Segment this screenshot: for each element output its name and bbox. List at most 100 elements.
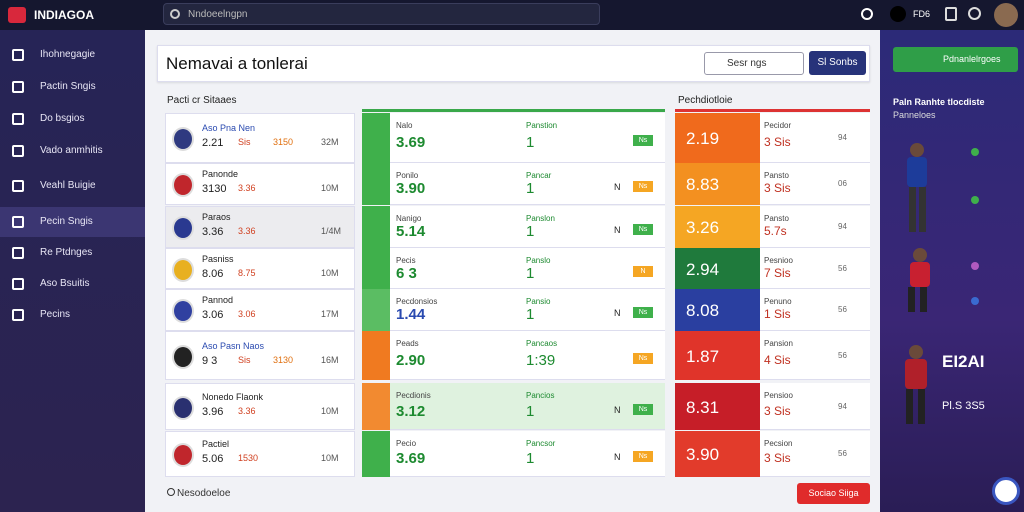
price-label: Pecidor [764, 121, 792, 130]
nav-item[interactable]: Vado anmhitis [0, 136, 145, 166]
team-badge [172, 127, 194, 151]
nav-item[interactable]: Pactin Sngis [0, 72, 145, 102]
market-odds: 5.14 [396, 223, 426, 240]
price-label: Penuno [764, 297, 792, 306]
team-name: Aso Pasn Naos [202, 340, 265, 351]
market-tag[interactable]: Ns [633, 181, 653, 192]
market-cell [362, 383, 390, 430]
market-tag[interactable]: Ns [633, 403, 653, 415]
market-cell [362, 113, 390, 163]
footer-button[interactable]: Sociao Siiga [797, 483, 870, 504]
team-stat: Sis [238, 137, 251, 147]
account-icon[interactable] [890, 6, 906, 22]
team-card: Pannod 3.06 3.06 17M [165, 289, 355, 331]
nav-item[interactable]: Pecin Sngis [0, 207, 145, 237]
market-row: Nalo 3.69 Panstion 1 Ns [362, 113, 665, 163]
bell-icon[interactable] [861, 8, 873, 20]
nav-item[interactable]: Do bsgios [0, 104, 145, 134]
team-badge [172, 395, 194, 420]
footer-label: Nesodoeloe [177, 488, 231, 499]
price-row: 8.08 Penuno 1 Sis 56 [675, 289, 870, 331]
price-sub: 5.7s [764, 224, 787, 238]
team-card: Aso Pna Nen 2.21 Sis 3150 32M [165, 113, 355, 163]
market-head: Pecdionis [396, 391, 431, 400]
price-value: 8.83 [686, 175, 720, 194]
team-stat: 3130 [273, 354, 294, 365]
price-cell: 8.83 [675, 163, 760, 205]
market-odds: 3.12 [396, 402, 426, 420]
market-number: 1 [526, 306, 535, 323]
market-tag[interactable]: Ns [633, 352, 653, 364]
main-panel: Nemavai a tonlerai Sesr ngs Sl Sonbs Pac… [145, 30, 880, 512]
team-stat: 1/4M [321, 226, 342, 236]
market-label: Pancar [526, 171, 552, 180]
market-odds: 3.69 [396, 134, 426, 151]
price-row: 2.94 Pesnioo 7 Sis 56 [675, 248, 870, 289]
market-row: Pecis 6 3 Panslo 1 N [362, 248, 665, 289]
team-stat: 17M [321, 309, 339, 319]
market-head: Pecio [396, 439, 417, 448]
market-row: Pecdonsios 1.44 Pansio 1 N Ns [362, 289, 665, 331]
market-row: Pecio 3.69 Pancsor 1 N Ns [362, 431, 665, 477]
price-value: 8.08 [686, 301, 720, 320]
team-badge [172, 344, 194, 369]
price-label: Pesnioo [764, 256, 793, 265]
team-name: Nonedo Flaonk [202, 391, 264, 402]
wallet-icon[interactable] [945, 7, 957, 21]
market-tag[interactable]: Ns [633, 307, 653, 318]
market-label: Pancaos [526, 339, 558, 348]
market-mark: N [614, 404, 621, 415]
price-sub: 3 Sis [764, 451, 791, 465]
market-mark: N [614, 308, 621, 318]
price-sub: 7 Sis [764, 265, 791, 280]
avatar[interactable] [994, 3, 1018, 27]
team-name: Pannod [202, 295, 234, 305]
price-value: 3.26 [686, 218, 720, 237]
team-stat: 3150 [273, 137, 294, 147]
market-row: Peads 2.90 Pancaos 1:39 Ns [362, 331, 665, 380]
price-cell: 2.19 [675, 113, 760, 163]
team-stat: Sis [238, 354, 251, 365]
nav-icon [12, 247, 24, 259]
market-tag[interactable]: Ns [633, 224, 653, 235]
divider [362, 109, 665, 112]
team-name: Panonde [202, 169, 239, 179]
team-stat: 10M [321, 405, 339, 416]
promo-button[interactable]: Pdnanlelrgoes [893, 47, 1018, 72]
market-head: Ponilo [396, 171, 419, 180]
price-number: 94 [838, 401, 847, 411]
nav-item[interactable]: Veahl Buigie [0, 171, 145, 201]
price-number: 94 [838, 133, 847, 142]
price-sub: 3 Sis [764, 135, 791, 149]
market-tag[interactable]: Ns [633, 451, 653, 462]
promo-score-sub: Pl.S 3S5 [942, 400, 985, 412]
nav-item[interactable]: Re Ptdnges [0, 238, 145, 268]
search-placeholder: Nndoeelngpn [188, 9, 248, 20]
search-button[interactable]: Sl Sonbs [809, 51, 866, 75]
market-tag[interactable]: Ns [633, 135, 653, 146]
nav-item[interactable]: Pecins [0, 300, 145, 330]
price-number: 56 [838, 305, 847, 314]
price-label: Pansto [764, 214, 789, 223]
market-number: 1 [526, 264, 535, 282]
team-card: Pasniss 8.06 8.75 10M [165, 248, 355, 289]
chat-button[interactable] [992, 477, 1020, 505]
team-stat: 1530 [238, 453, 259, 463]
market-head: Nalo [396, 121, 413, 130]
market-head: Pecdonsios [396, 297, 438, 306]
search[interactable]: Nndoeelngpn [163, 3, 600, 25]
market-label: Pancios [526, 391, 555, 400]
market-tag[interactable]: N [633, 265, 653, 277]
price-row: 1.87 Pansion 4 Sis 56 [675, 331, 870, 380]
team-badge [172, 173, 194, 197]
search-icon [170, 9, 180, 19]
nav-item[interactable]: Ihohnegagie [0, 40, 145, 70]
filter-search[interactable]: Sesr ngs [704, 52, 804, 75]
settings-icon[interactable] [968, 7, 981, 20]
team-stat: 3.36 [238, 226, 256, 236]
market-mark: N [614, 182, 621, 192]
team-stat: 16M [321, 354, 339, 365]
team-stat: 5.06 [202, 453, 224, 465]
price-sub: 3 Sis [764, 181, 791, 195]
nav-item[interactable]: Aso Bsuitis [0, 269, 145, 299]
